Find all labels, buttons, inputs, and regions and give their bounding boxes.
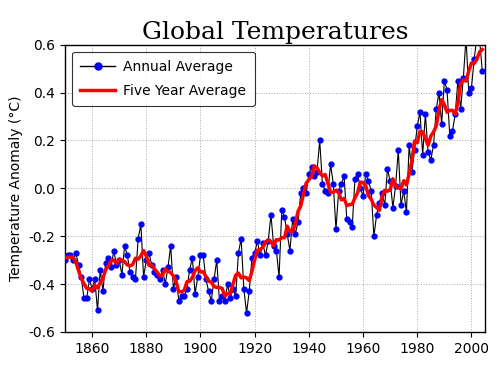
Y-axis label: Temperature Anomaly (°C): Temperature Anomaly (°C)	[9, 95, 23, 281]
Title: Global Temperatures: Global Temperatures	[142, 21, 408, 44]
Legend: Annual Average, Five Year Average: Annual Average, Five Year Average	[72, 52, 254, 106]
